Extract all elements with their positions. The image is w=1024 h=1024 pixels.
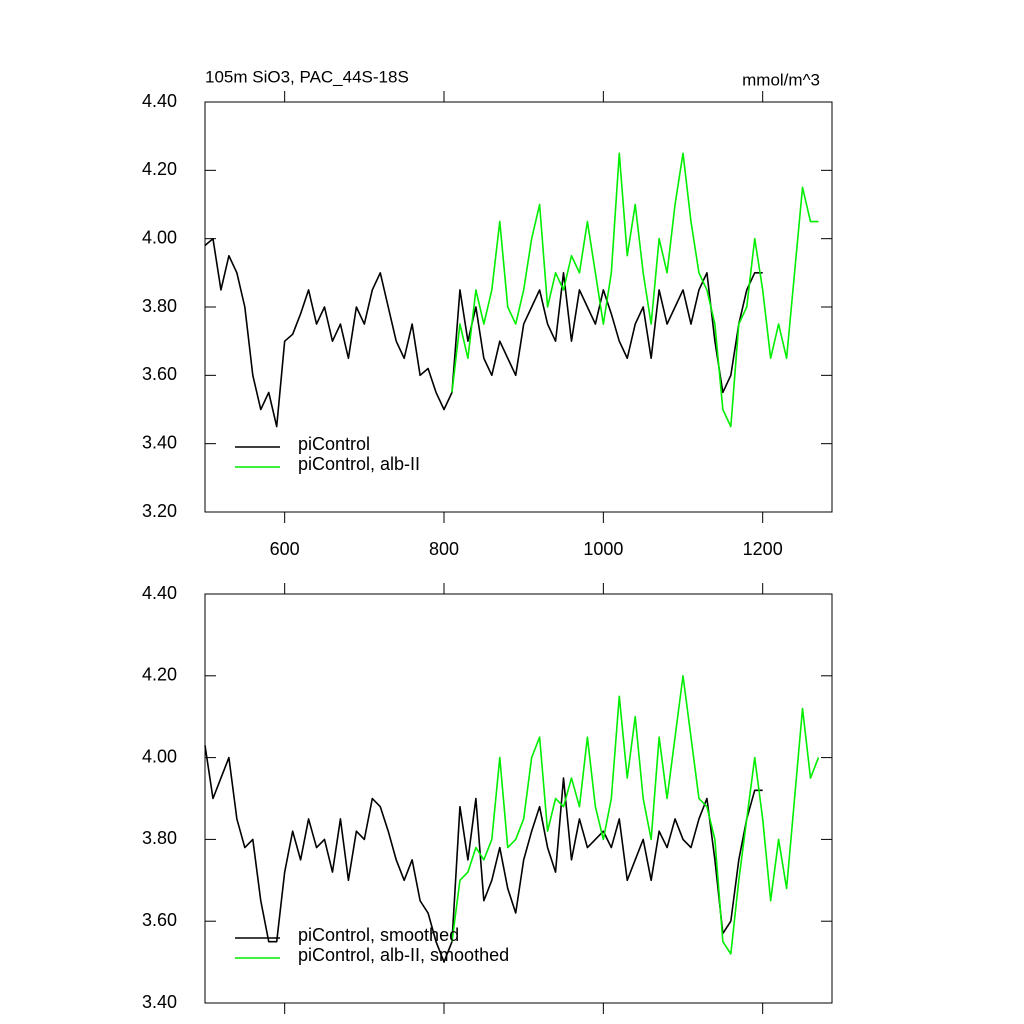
x-tick-label: 1200 bbox=[743, 539, 783, 559]
legend-label: piControl bbox=[298, 434, 370, 454]
y-tick-label: 3.20 bbox=[142, 501, 177, 521]
chart-title: 105m SiO3, PAC_44S-18S bbox=[205, 67, 409, 86]
y-tick-label: 3.40 bbox=[142, 432, 177, 452]
y-tick-label: 3.40 bbox=[142, 992, 177, 1012]
plot-frame bbox=[204, 593, 833, 1004]
legend-label: piControl, smoothed bbox=[298, 925, 459, 945]
y-tick-label: 3.80 bbox=[142, 828, 177, 848]
y-tick-label: 3.60 bbox=[142, 910, 177, 930]
x-tick-label: 600 bbox=[270, 539, 300, 559]
y-tick-label: 4.00 bbox=[142, 227, 177, 247]
y-tick-label: 3.80 bbox=[142, 296, 177, 316]
legend-label: piControl, alb-II bbox=[298, 454, 420, 474]
data-line bbox=[204, 745, 763, 963]
y-tick-label: 3.60 bbox=[142, 364, 177, 384]
x-tick-label: 1000 bbox=[583, 539, 623, 559]
y-tick-label: 4.40 bbox=[142, 91, 177, 111]
legend-label: piControl, alb-II, smoothed bbox=[298, 945, 509, 965]
data-line bbox=[451, 675, 820, 955]
y-tick-label: 4.00 bbox=[142, 746, 177, 766]
data-line bbox=[451, 152, 819, 428]
units-label: mmol/m^3 bbox=[742, 70, 820, 89]
y-tick-label: 4.20 bbox=[142, 665, 177, 685]
y-tick-label: 4.20 bbox=[142, 159, 177, 179]
data-line bbox=[204, 237, 763, 428]
x-tick-label: 800 bbox=[429, 539, 459, 559]
y-tick-label: 4.40 bbox=[142, 583, 177, 603]
